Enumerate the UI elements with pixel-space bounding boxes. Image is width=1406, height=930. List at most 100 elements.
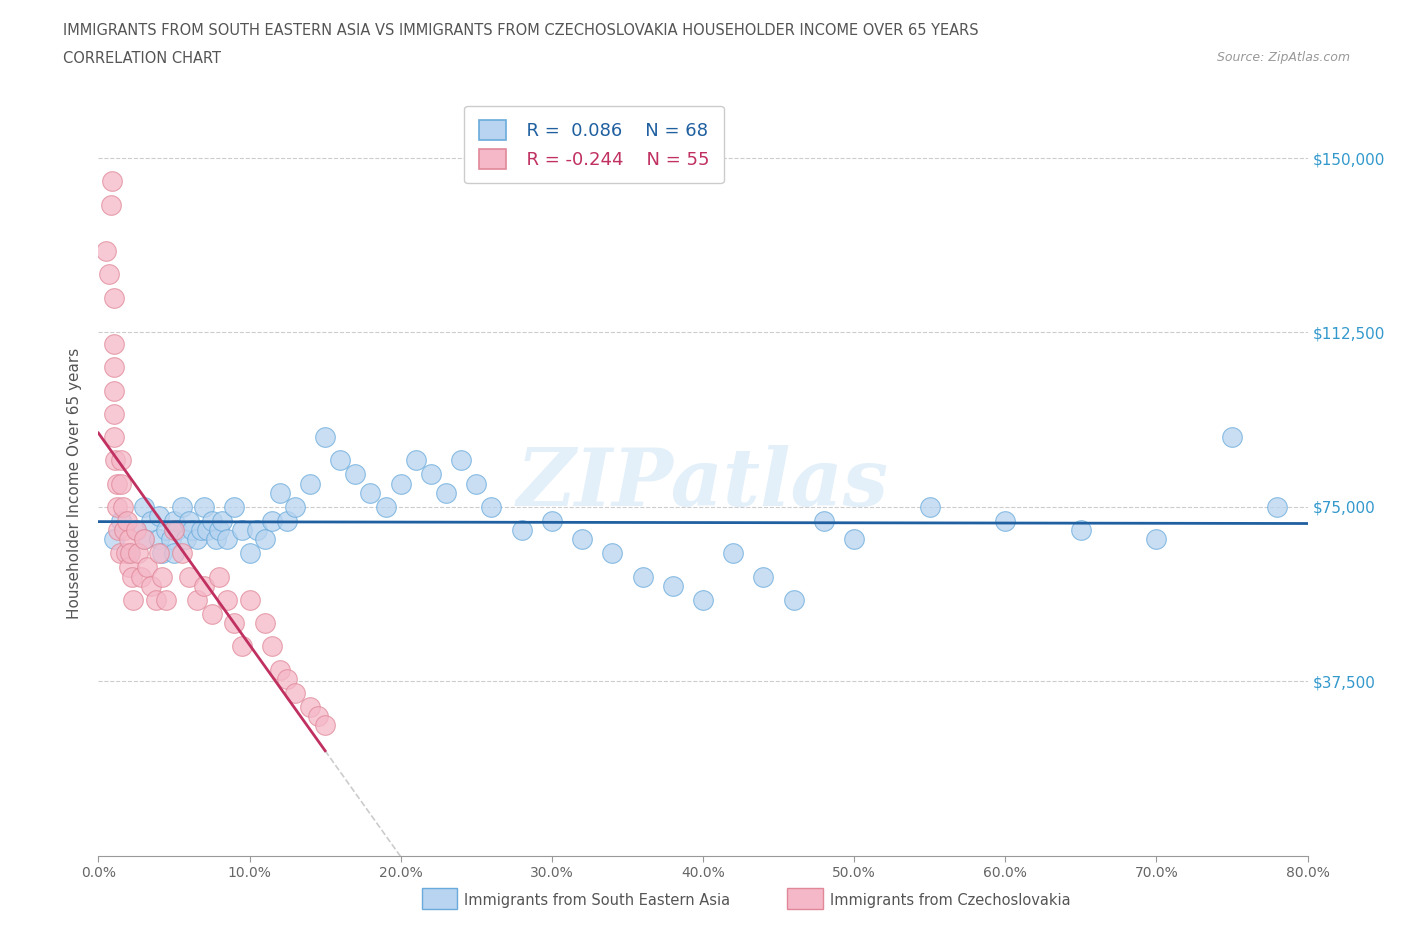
- Point: [100, 197, 122, 212]
- Point: [405, 453, 427, 468]
- Point: [103, 406, 125, 421]
- Point: [111, 499, 134, 514]
- Point: [253, 532, 276, 547]
- Point: [155, 523, 177, 538]
- Point: [129, 569, 152, 584]
- Point: [844, 532, 866, 547]
- Point: [103, 360, 125, 375]
- Point: [307, 709, 329, 724]
- Point: [103, 430, 125, 445]
- Point: [112, 523, 135, 538]
- Point: [1220, 430, 1243, 445]
- Point: [132, 532, 155, 547]
- Point: [181, 523, 204, 538]
- Point: [160, 532, 183, 547]
- Point: [299, 476, 322, 491]
- Point: [114, 546, 136, 561]
- Point: [163, 523, 186, 538]
- Point: [211, 513, 233, 528]
- Point: [98, 267, 121, 282]
- Point: [224, 616, 246, 631]
- Point: [208, 569, 231, 584]
- Point: [262, 513, 284, 528]
- Point: [389, 476, 412, 491]
- Point: [179, 569, 201, 584]
- Point: [465, 476, 488, 491]
- Text: Immigrants from South Eastern Asia: Immigrants from South Eastern Asia: [464, 893, 730, 908]
- Point: [205, 532, 228, 547]
- Point: [434, 485, 457, 500]
- Point: [150, 569, 173, 584]
- Point: [110, 453, 132, 468]
- Point: [246, 523, 269, 538]
- Point: [195, 523, 218, 538]
- Point: [193, 578, 215, 593]
- Point: [170, 546, 193, 561]
- Text: CORRELATION CHART: CORRELATION CHART: [63, 51, 221, 66]
- Point: [105, 499, 128, 514]
- Point: [118, 560, 141, 575]
- Point: [103, 290, 125, 305]
- Point: [262, 639, 284, 654]
- Point: [344, 467, 367, 482]
- Point: [201, 513, 224, 528]
- Legend:   R =  0.086    N = 68,   R = -0.244    N = 55: R = 0.086 N = 68, R = -0.244 N = 55: [464, 106, 724, 183]
- Point: [661, 578, 683, 593]
- Y-axis label: Householder Income Over 65 years: Householder Income Over 65 years: [67, 348, 83, 619]
- Point: [253, 616, 276, 631]
- Point: [148, 532, 170, 547]
- Point: [103, 532, 125, 547]
- Point: [166, 523, 188, 538]
- Point: [190, 523, 212, 538]
- Point: [135, 560, 157, 575]
- Point: [105, 476, 128, 491]
- Point: [723, 546, 745, 561]
- Point: [201, 606, 224, 621]
- Point: [118, 546, 141, 561]
- Point: [360, 485, 382, 500]
- Point: [314, 430, 336, 445]
- Point: [104, 453, 127, 468]
- Point: [103, 383, 125, 398]
- Point: [269, 662, 291, 677]
- Point: [115, 513, 138, 528]
- Point: [148, 546, 170, 561]
- Point: [179, 513, 201, 528]
- Point: [215, 592, 238, 607]
- Point: [125, 523, 148, 538]
- Point: [94, 244, 117, 259]
- Text: IMMIGRANTS FROM SOUTH EASTERN ASIA VS IMMIGRANTS FROM CZECHOSLOVAKIA HOUSEHOLDER: IMMIGRANTS FROM SOUTH EASTERN ASIA VS IM…: [63, 23, 979, 38]
- Point: [163, 546, 186, 561]
- Point: [918, 499, 941, 514]
- Point: [329, 453, 352, 468]
- Point: [108, 546, 131, 561]
- Point: [224, 499, 246, 514]
- Point: [631, 569, 654, 584]
- Point: [239, 546, 262, 561]
- Point: [692, 592, 714, 607]
- Text: ZIPatlas: ZIPatlas: [517, 445, 889, 523]
- Point: [107, 523, 129, 538]
- Point: [510, 523, 533, 538]
- Point: [284, 685, 307, 700]
- Point: [125, 523, 148, 538]
- Point: [186, 592, 208, 607]
- Point: [231, 639, 253, 654]
- Point: [174, 532, 197, 547]
- Point: [239, 592, 262, 607]
- Point: [163, 513, 186, 528]
- Point: [127, 546, 149, 561]
- Point: [571, 532, 593, 547]
- Point: [193, 499, 215, 514]
- Point: [1070, 523, 1092, 538]
- Text: Source: ZipAtlas.com: Source: ZipAtlas.com: [1216, 51, 1350, 64]
- Point: [269, 485, 291, 500]
- Point: [186, 532, 208, 547]
- Point: [299, 699, 322, 714]
- Point: [208, 523, 231, 538]
- Point: [1144, 532, 1167, 547]
- Point: [215, 532, 238, 547]
- Point: [752, 569, 775, 584]
- Point: [314, 718, 336, 733]
- Point: [276, 671, 298, 686]
